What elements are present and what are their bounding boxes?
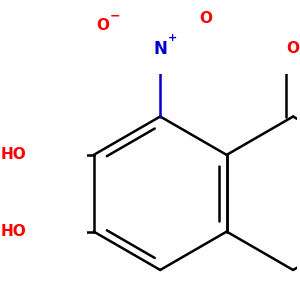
Text: O: O [200, 11, 213, 26]
Text: HO: HO [1, 147, 26, 162]
Text: −: − [109, 9, 120, 22]
Text: O: O [286, 41, 300, 56]
Text: O: O [96, 19, 109, 34]
Text: +: + [167, 33, 177, 43]
Text: N: N [153, 40, 167, 58]
Text: HO: HO [1, 224, 26, 239]
